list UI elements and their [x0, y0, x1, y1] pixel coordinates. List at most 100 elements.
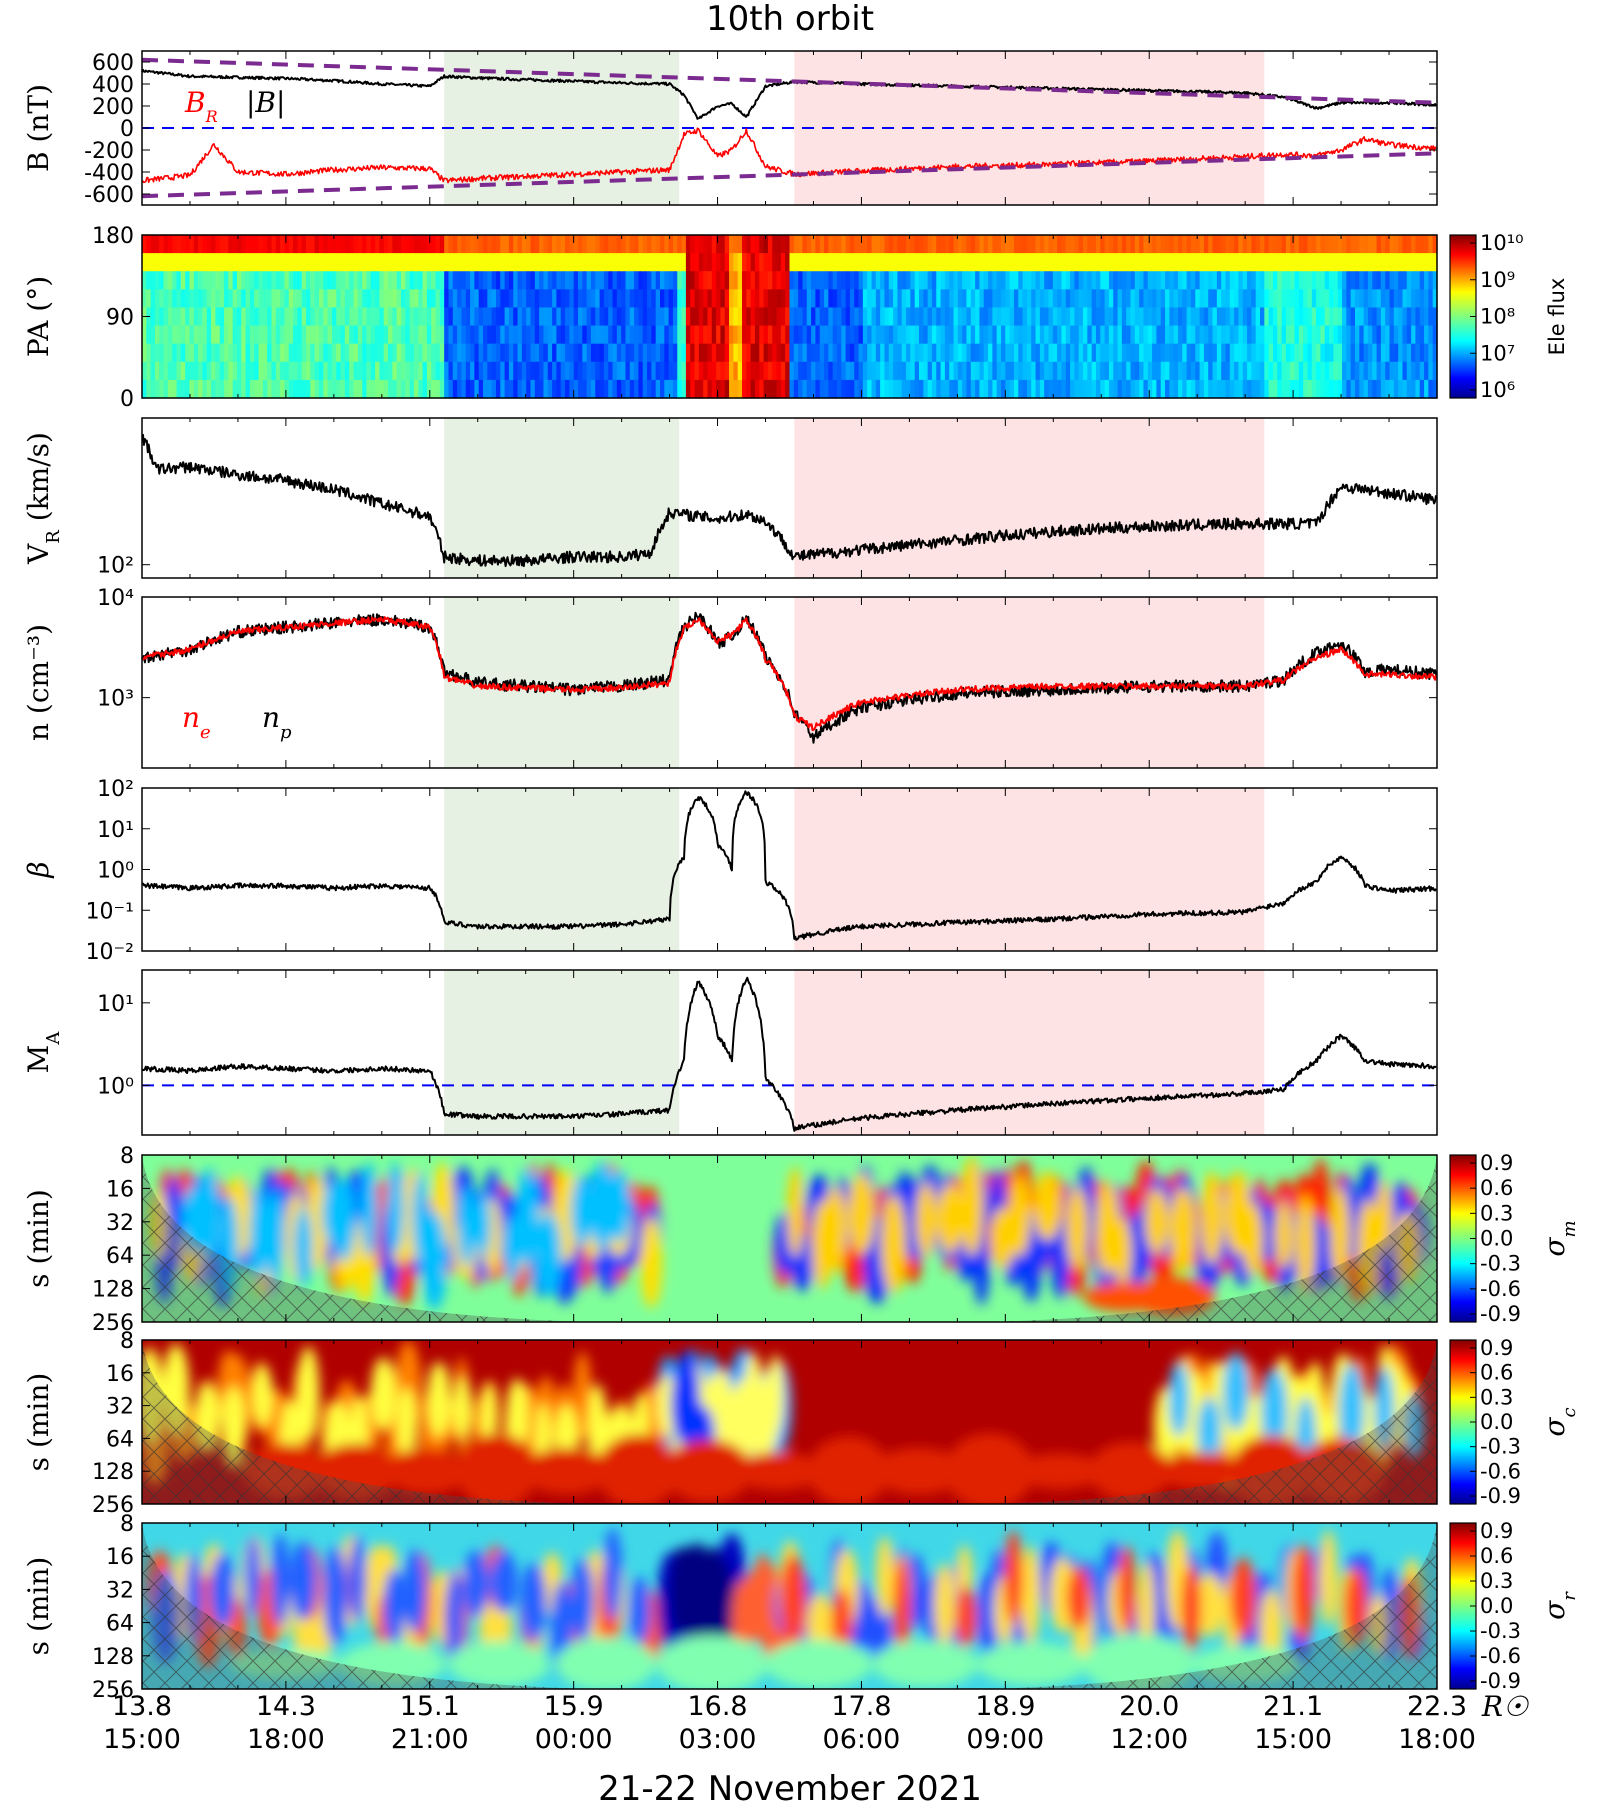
pa-heatmap-cell [776, 271, 782, 290]
pa-heatmap-cell [1264, 379, 1270, 399]
pa-heatmap-cell [245, 325, 251, 345]
pa-heatmap-cell [910, 235, 916, 254]
pa-heatmap-cell [392, 379, 398, 399]
pa-heatmap-cell [310, 253, 316, 272]
colorbar-tick-label: 0.9 [1480, 1519, 1513, 1543]
pa-heatmap-cell [426, 253, 432, 272]
pa-heatmap-cell [599, 361, 605, 381]
pa-heatmap-cell [1199, 379, 1205, 399]
pa-heatmap-cell [1182, 343, 1188, 363]
pa-heatmap-cell [1415, 235, 1421, 254]
wavelet-structure [462, 1550, 490, 1618]
pa-heatmap-cell [1320, 271, 1326, 290]
pa-heatmap-cell [1393, 235, 1399, 254]
pa-heatmap-cell [1419, 325, 1425, 345]
pa-heatmap-cell [487, 325, 493, 345]
pa-heatmap-cell [1083, 307, 1088, 327]
pa-heatmap-cell [349, 235, 355, 254]
pa-heatmap-cell [651, 361, 657, 381]
pa-heatmap-cell [413, 361, 419, 381]
pa-heatmap-cell [206, 361, 212, 381]
y-tick-label: -600 [84, 183, 134, 208]
pa-heatmap-cell [1307, 253, 1313, 272]
pa-heatmap-cell [483, 343, 488, 363]
pa-heatmap-cell [858, 235, 864, 254]
pa-heatmap-cell [521, 253, 527, 272]
pa-heatmap-cell [267, 307, 273, 327]
pa-heatmap-cell [232, 343, 238, 363]
pa-heatmap-cell [539, 271, 545, 290]
pa-heatmap-cell [841, 289, 847, 309]
pa-heatmap-cell [1091, 235, 1097, 254]
pa-heatmap-cell [1424, 253, 1429, 272]
wavelet-structure [421, 1211, 448, 1311]
y-tick-label: 10¹ [97, 992, 134, 1017]
pa-heatmap-cell [327, 379, 333, 399]
pa-heatmap-cell [931, 325, 937, 345]
pa-heatmap-cell [875, 379, 881, 399]
pa-heatmap-cell [802, 235, 808, 254]
pa-heatmap-cell [435, 307, 441, 327]
pa-heatmap-cell [1272, 307, 1278, 327]
pa-heatmap-cell [258, 361, 264, 381]
pa-heatmap-cell [1199, 289, 1205, 309]
pa-heatmap-cell [288, 235, 294, 254]
pa-heatmap-cell [1402, 361, 1408, 381]
pa-heatmap-cell [716, 343, 722, 363]
pa-heatmap-cell [616, 253, 622, 272]
pa-heatmap-cell [1190, 325, 1196, 345]
pa-heatmap-cell [1173, 289, 1179, 309]
pa-heatmap-cell [478, 379, 484, 399]
pa-heatmap-cell [1009, 253, 1015, 272]
pa-heatmap-cell [996, 235, 1002, 254]
pa-heatmap-cell [698, 235, 704, 254]
pa-heatmap-cell [1329, 271, 1334, 290]
pa-heatmap-cell [711, 235, 717, 254]
pa-heatmap-cell [267, 325, 273, 345]
pa-heatmap-cell [1234, 343, 1240, 363]
pa-heatmap-cell [841, 379, 847, 399]
pa-heatmap-cell [1415, 307, 1421, 327]
pa-heatmap-cell [547, 325, 553, 345]
pa-heatmap-cell [1221, 289, 1227, 309]
pa-heatmap-cell [862, 253, 868, 272]
pa-heatmap-cell [1178, 253, 1183, 272]
wavelet-structure [915, 1182, 937, 1258]
pa-heatmap-cell [824, 271, 829, 290]
panel-vr-ylabel: VR (km/s) [22, 432, 64, 565]
pa-heatmap-cell [629, 289, 635, 309]
pa-heatmap-cell [798, 307, 804, 327]
pa-heatmap-cell [1156, 343, 1162, 363]
pa-heatmap-cell [470, 289, 475, 309]
pa-heatmap-cell [1095, 361, 1101, 381]
pa-heatmap-cell [487, 271, 493, 290]
pa-heatmap-cell [785, 253, 791, 272]
pa-heatmap-cell [854, 325, 860, 345]
pa-heatmap-cell [1424, 361, 1429, 381]
pa-heatmap-cell [219, 289, 225, 309]
pa-heatmap-cell [1048, 253, 1054, 272]
pa-heatmap-cell [457, 235, 463, 254]
pa-heatmap-cell [362, 343, 368, 363]
pa-heatmap-cell [647, 253, 652, 272]
pa-heatmap-cell [327, 271, 333, 290]
pa-heatmap-cell [465, 325, 471, 345]
pa-heatmap-cell [793, 379, 799, 399]
pa-heatmap-cell [599, 325, 605, 345]
pa-heatmap-cell [413, 253, 419, 272]
pa-heatmap-cell [694, 343, 700, 363]
pa-heatmap-cell [936, 343, 942, 363]
pa-heatmap-cell [163, 289, 169, 309]
pa-heatmap-cell [262, 325, 268, 345]
beta-series-line [141, 790, 1437, 941]
pa-heatmap-cell [465, 343, 471, 363]
pa-heatmap-cell [444, 379, 450, 399]
pa-heatmap-cell [698, 307, 704, 327]
pa-heatmap-cell [754, 271, 760, 290]
pa-heatmap-cell [577, 271, 583, 290]
pa-heatmap-cell [1432, 343, 1438, 363]
pa-heatmap-cell [694, 289, 700, 309]
pa-heatmap-cell [806, 379, 812, 399]
pa-heatmap-cell [189, 235, 195, 254]
pa-heatmap-cell [452, 289, 458, 309]
